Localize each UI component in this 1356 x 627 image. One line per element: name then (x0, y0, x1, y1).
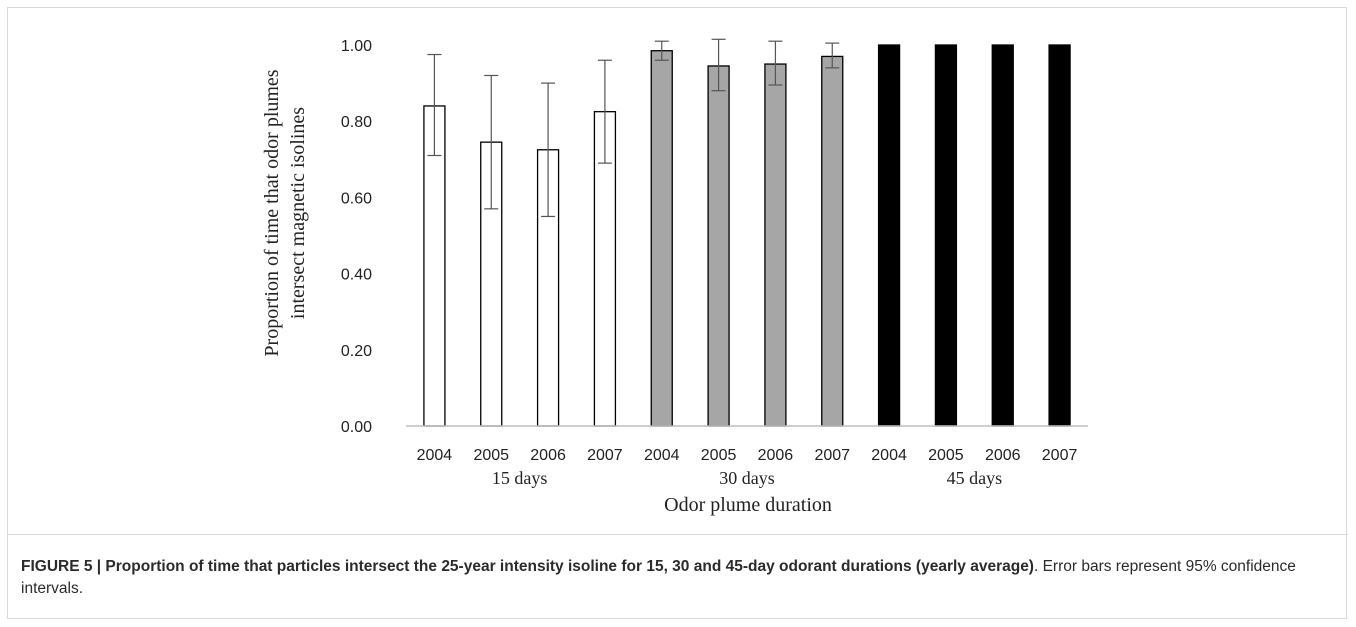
bar (821, 55, 844, 427)
x-category-label: 2005 (928, 447, 964, 464)
error-bar (654, 40, 669, 61)
x-category-label: 2006 (758, 447, 794, 464)
x-category-label: 2007 (587, 447, 623, 464)
error-bar (768, 40, 783, 86)
y-axis-ticks: 0.00 0.20 0.40 0.60 0.80 1.00 (341, 38, 372, 436)
x-category-labels: 2004 2005 2006 2007 2004 2005 2006 2007 2004 2005… (417, 447, 1078, 464)
bar (707, 65, 730, 427)
y-tick-label: 0.20 (341, 343, 372, 360)
figure-caption: FIGURE 5 | Proportion of time that parti… (21, 556, 1341, 600)
error-bar (484, 74, 499, 210)
y-tick-label: 0.80 (341, 114, 372, 131)
bar (764, 63, 787, 427)
x-category-label: 2005 (701, 447, 737, 464)
y-tick-label: 0.00 (341, 419, 372, 436)
x-category-label: 2004 (644, 447, 680, 464)
bar (877, 44, 901, 427)
error-bar (541, 82, 556, 218)
x-category-label: 2006 (530, 447, 566, 464)
x-category-label: 2004 (871, 447, 907, 464)
x-category-label: 2007 (1042, 447, 1078, 464)
x-category-label: 2007 (814, 447, 850, 464)
caption-divider (8, 534, 1348, 535)
error-bar (427, 53, 442, 157)
x-group-label: 45 days (947, 468, 1003, 488)
bar (1048, 44, 1071, 427)
x-category-label: 2005 (473, 447, 509, 464)
x-category-label: 2006 (985, 447, 1021, 464)
x-axis-title: Odor plume duration (664, 494, 832, 516)
bar (991, 44, 1014, 427)
y-axis-title-line-2: intersect magnetic isolines (287, 107, 309, 319)
x-group-label: 15 days (492, 468, 548, 488)
bar (650, 50, 673, 427)
x-category-label: 2004 (417, 447, 453, 464)
bar-chart: Proportion of time that odor plumes inte… (261, 38, 1088, 516)
x-group-label: 30 days (719, 468, 775, 488)
y-tick-label: 0.60 (341, 190, 372, 207)
figure-frame: Proportion of time that odor plumes inte… (7, 7, 1348, 619)
bars-layer (423, 38, 1071, 427)
figure-caption-text: . Error bars represent 95% confidence in… (21, 558, 1296, 597)
error-bar (597, 59, 612, 164)
x-group-labels: 15 days 30 days 45 days (492, 468, 1002, 488)
y-tick-label: 1.00 (341, 38, 372, 55)
bar (934, 44, 958, 427)
y-axis-title: Proportion of time that odor plumes inte… (261, 69, 309, 356)
y-axis-title-line-1: Proportion of time that odor plumes (261, 69, 283, 356)
y-tick-label: 0.40 (341, 267, 372, 284)
error-bar (825, 42, 840, 69)
figure-caption-label: FIGURE 5 | Proportion of time that parti… (21, 558, 1034, 575)
error-bar (711, 38, 726, 92)
